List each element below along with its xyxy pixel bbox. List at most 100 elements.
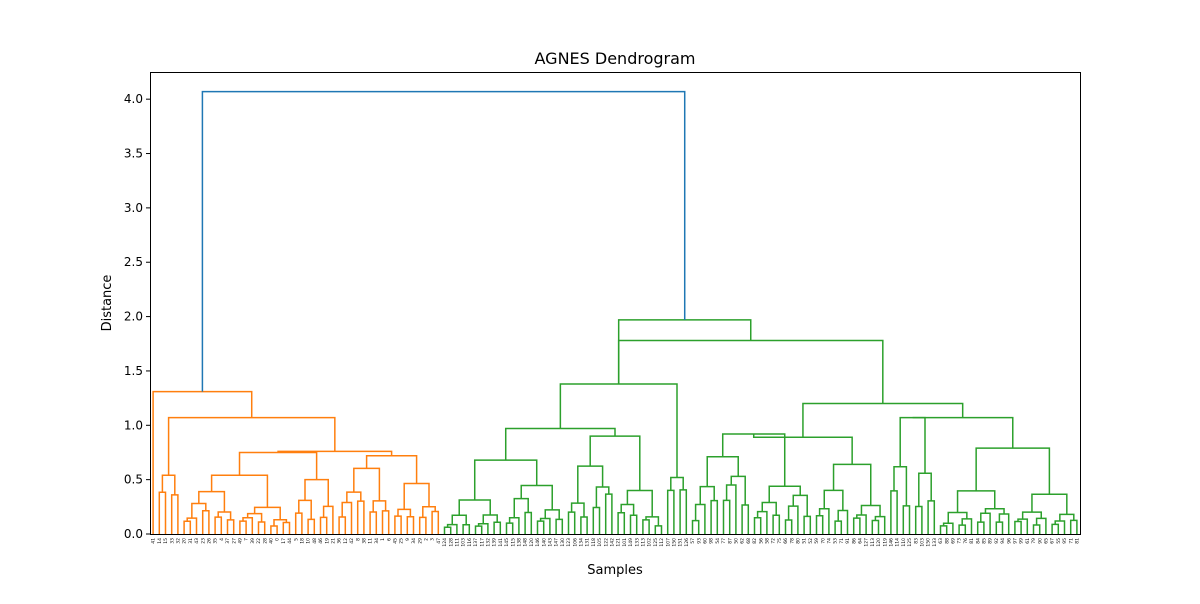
leaf-label: 97 xyxy=(1013,538,1019,544)
leaf-label: 66 xyxy=(783,538,789,544)
dendrogram-link xyxy=(761,501,777,516)
leaf-label: 105 xyxy=(597,538,603,547)
leaf-label: 90 xyxy=(1037,538,1043,544)
x-axis-leaf-labels: 41 14 15 33 32 20 31 43 23 26 35 4 37 27 49 7 39 22 28 40 0 1… xyxy=(151,538,1081,547)
dendrogram-link xyxy=(1059,513,1075,522)
leaf-label: 81 xyxy=(969,538,975,544)
leaf-label: 118 xyxy=(591,538,597,547)
leaf-label: 147 xyxy=(554,538,560,547)
leaf-label: 125 xyxy=(907,538,913,547)
leaf-label: 43 xyxy=(194,538,200,544)
leaf-label: 131 xyxy=(585,538,591,547)
leaf-label: 70 xyxy=(820,538,826,544)
y-tick-label: 1.0 xyxy=(124,418,143,432)
leaf-label: 63 xyxy=(938,538,944,544)
leaf-label: 91 xyxy=(845,538,851,544)
leaf-label: 72 xyxy=(771,538,777,544)
leaf-label: 52 xyxy=(808,538,814,544)
leaf-label: 150 xyxy=(926,538,932,547)
y-tick-label: 1.5 xyxy=(124,364,143,378)
dendrogram-link xyxy=(856,514,867,534)
dendrogram-link xyxy=(980,512,991,534)
leaf-label: 29 xyxy=(417,538,423,544)
leaf-label: 93 xyxy=(696,538,702,544)
dendrogram-link xyxy=(372,500,387,513)
leaf-label: 34 xyxy=(374,538,380,544)
dendrogram-branches xyxy=(152,90,1078,534)
leaf-label: 46 xyxy=(318,538,324,544)
leaf-label: 10 xyxy=(306,538,312,544)
dendrogram-link xyxy=(918,472,932,507)
leaf-label: 87 xyxy=(727,538,733,544)
dendrogram-link xyxy=(210,474,269,508)
leaf-label: 95 xyxy=(1062,538,1068,544)
leaf-label: 142 xyxy=(610,538,616,547)
chart-title: AGNES Dendrogram xyxy=(535,49,696,68)
x-axis-label: Samples xyxy=(587,563,643,578)
y-tick-label: 2.0 xyxy=(124,310,143,324)
leaf-label: 124 xyxy=(442,538,448,547)
dendrogram-link xyxy=(217,511,232,520)
dendrogram-link xyxy=(852,517,861,534)
leaf-label: 81 xyxy=(1075,538,1081,544)
leaf-label: 84 xyxy=(975,538,981,544)
leaf-label: 92 xyxy=(994,538,1000,544)
leaf-label: 57 xyxy=(690,538,696,544)
leaf-label: 64 xyxy=(858,538,864,544)
leaf-label: 65 xyxy=(1044,538,1050,544)
leaf-label: 122 xyxy=(603,538,609,547)
leaf-label: 49 xyxy=(238,538,244,544)
leaf-label: 101 xyxy=(622,538,628,547)
dendrogram-link xyxy=(670,476,684,491)
leaf-label: 123 xyxy=(566,538,572,547)
dendrogram-link xyxy=(567,511,576,534)
dendrogram-link xyxy=(874,515,886,534)
y-tick-label: 3.0 xyxy=(124,201,143,215)
leaf-label: 116 xyxy=(467,538,473,547)
leaf-label: 6 xyxy=(386,538,392,541)
leaf-label: 54 xyxy=(715,538,721,544)
leaf-label: 88 xyxy=(944,538,950,544)
leaf-label: 145 xyxy=(504,538,510,547)
leaf-label: 34 xyxy=(411,538,417,544)
dendrogram-link xyxy=(823,489,844,511)
leaf-label: 4 xyxy=(219,538,225,541)
leaf-label: 128 xyxy=(448,538,454,547)
leaf-label: 138 xyxy=(517,538,523,547)
leaf-label: 120 xyxy=(876,538,882,547)
dendrogram-link xyxy=(617,512,626,534)
leaf-label: 114 xyxy=(895,538,901,547)
dendrogram-link xyxy=(730,475,746,505)
leaf-label: 94 xyxy=(1000,538,1006,544)
dendrogram-link xyxy=(1021,511,1042,520)
leaf-label: 20 xyxy=(182,538,188,544)
leaf-label: 126 xyxy=(684,538,690,547)
leaf-label: 146 xyxy=(535,538,541,547)
leaf-label: 96 xyxy=(1006,538,1012,544)
leaf-label: 15 xyxy=(163,538,169,544)
leaf-label: 35 xyxy=(213,538,219,544)
leaf-label: 62 xyxy=(740,538,746,544)
leaf-label: 17 xyxy=(281,538,287,544)
leaf-label: 2 xyxy=(424,538,430,541)
leaf-label: 36 xyxy=(337,538,343,544)
leaf-label: 58 xyxy=(765,538,771,544)
dendrogram-link xyxy=(595,486,610,508)
leaf-label: 33 xyxy=(169,538,175,544)
dendrogram-link xyxy=(170,494,179,534)
dendrogram-link xyxy=(626,489,653,517)
y-tick-label: 0.0 xyxy=(124,527,143,541)
dendrogram-link xyxy=(394,515,402,534)
leaf-label: 71 xyxy=(839,538,845,544)
leaf-label: 113 xyxy=(641,538,647,547)
dendrogram-link xyxy=(976,521,985,534)
dendrogram-link xyxy=(294,512,303,534)
leaf-label: 99 xyxy=(1019,538,1025,544)
y-tick-label: 3.5 xyxy=(124,147,143,161)
dendrogram-link xyxy=(555,518,564,534)
leaf-label: 139 xyxy=(492,538,498,547)
dendrogram-link xyxy=(513,497,529,518)
dendrogram-link xyxy=(167,416,336,476)
leaf-label: 61 xyxy=(1025,538,1031,544)
dendrogram-link xyxy=(559,383,678,478)
